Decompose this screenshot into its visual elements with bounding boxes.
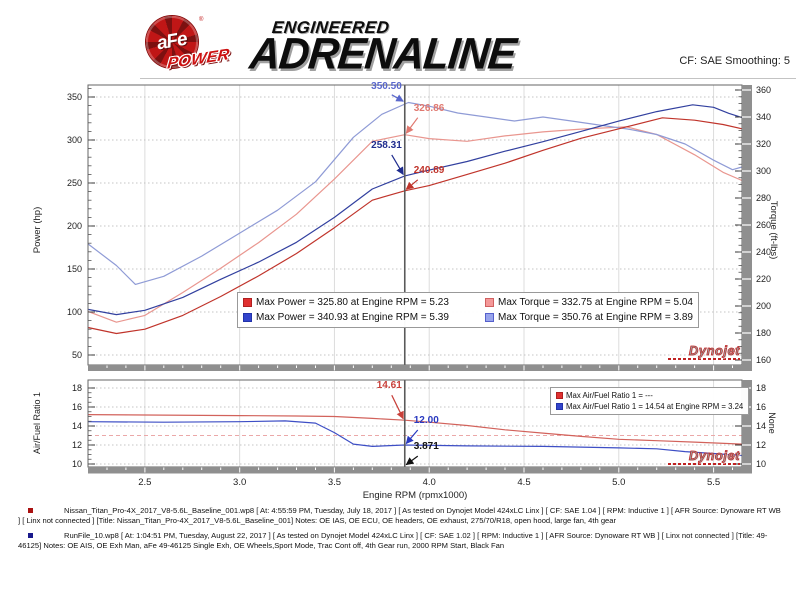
legend-item-max-power-run1: Max Power = 325.80 at Engine RPM = 5.23 <box>243 295 485 310</box>
afe-power-logo: aFe ® POWER <box>142 14 257 78</box>
legend-item-max-torque-run1: Max Torque = 332.75 at Engine RPM = 5.04 <box>485 295 693 310</box>
svg-text:200: 200 <box>756 301 771 311</box>
dynojet-logo: Dynojet <box>668 448 740 465</box>
svg-text:360: 360 <box>756 85 771 95</box>
legend-item-max-torque-run2: Max Torque = 350.76 at Engine RPM = 3.89 <box>485 310 693 325</box>
svg-text:260: 260 <box>756 220 771 230</box>
brand-title-adrenaline: ADRENALINE <box>247 28 518 79</box>
run1-bullet-icon <box>28 508 33 513</box>
registered-mark: ® <box>199 17 204 23</box>
legend-swatch-lightblue-icon <box>485 313 494 322</box>
svg-text:16: 16 <box>72 402 82 412</box>
svg-text:16: 16 <box>756 402 766 412</box>
legend-item-max-afr-run1: Max Air/Fuel Ratio 1 = --- <box>556 390 743 401</box>
svg-text:14: 14 <box>756 421 766 431</box>
annotation-240-89: 240.89 <box>413 164 445 176</box>
afe-logo-brand: aFe <box>155 28 189 55</box>
footer-run-2: RunFile_10.wp8 [ At: 1:04:51 PM, Tuesday… <box>18 531 768 550</box>
run2-bullet-icon <box>28 533 33 538</box>
svg-text:200: 200 <box>67 221 82 231</box>
svg-text:12: 12 <box>756 440 766 450</box>
svg-text:Torque (ft-lbs): Torque (ft-lbs) <box>768 201 779 260</box>
svg-text:150: 150 <box>67 264 82 274</box>
svg-text:Power (hp): Power (hp) <box>32 207 43 253</box>
dynojet-logo-strip <box>668 463 740 465</box>
svg-text:Engine RPM (rpmx1000): Engine RPM (rpmx1000) <box>363 490 468 501</box>
svg-text:4.0: 4.0 <box>423 477 436 488</box>
legend-item-max-power-run2: Max Power = 340.93 at Engine RPM = 5.39 <box>243 310 485 325</box>
svg-text:280: 280 <box>756 193 771 203</box>
svg-text:18: 18 <box>72 383 82 393</box>
svg-text:2.5: 2.5 <box>138 477 151 488</box>
dynojet-logo: Dynojet <box>668 343 740 360</box>
run-info-footer: Nissan_Titan_Pro-4X_2017_V8-5.6L_Baselin… <box>18 506 784 556</box>
legend-swatch-pink-icon <box>485 298 494 307</box>
svg-text:320: 320 <box>756 139 771 149</box>
power-torque-legend: Max Power = 325.80 at Engine RPM = 5.23 … <box>237 292 699 328</box>
legend-swatch-red-icon <box>243 298 252 307</box>
power-torque-chart: 50 100 150 200 250 300 350 160 180 200 220 240 260 28… <box>32 84 779 371</box>
svg-text:3.0: 3.0 <box>233 477 246 488</box>
annotation-258-31: 258.31 <box>371 139 402 151</box>
svg-text:50: 50 <box>72 350 82 360</box>
svg-text:350: 350 <box>67 92 82 102</box>
svg-text:220: 220 <box>756 274 771 284</box>
legend-swatch-blue-icon <box>243 313 252 322</box>
header-divider <box>140 78 796 79</box>
svg-text:300: 300 <box>67 135 82 145</box>
svg-text:4.5: 4.5 <box>517 477 530 488</box>
afr-legend: Max Air/Fuel Ratio 1 = --- Max Air/Fuel … <box>550 387 750 415</box>
footer-run-1: Nissan_Titan_Pro-4X_2017_V8-5.6L_Baselin… <box>18 506 781 525</box>
svg-text:12: 12 <box>72 440 82 450</box>
svg-text:5.0: 5.0 <box>612 477 625 488</box>
svg-text:100: 100 <box>67 307 82 317</box>
svg-text:240: 240 <box>756 247 771 257</box>
annotation-3-871: 3.871 <box>413 441 439 453</box>
annotation-14-61: 14.61 <box>376 380 402 392</box>
svg-text:18: 18 <box>756 383 766 393</box>
dynojet-logo-strip <box>668 358 740 360</box>
svg-text:340: 340 <box>756 112 771 122</box>
svg-text:180: 180 <box>756 328 771 338</box>
afe-logo-aperture-icon: aFe <box>146 16 198 68</box>
svg-text:250: 250 <box>67 178 82 188</box>
legend-swatch-blue-icon <box>556 403 563 410</box>
annotation-350-50: 350.50 <box>371 81 402 92</box>
svg-text:3.5: 3.5 <box>328 477 341 488</box>
svg-text:None: None <box>767 412 777 434</box>
annotation-326-86: 326.86 <box>413 102 445 114</box>
svg-text:10: 10 <box>72 459 82 469</box>
svg-text:160: 160 <box>756 355 771 365</box>
svg-text:10: 10 <box>756 459 766 469</box>
annotation-12-00: 12.00 <box>413 415 439 426</box>
cf-smoothing-label: CF: SAE Smoothing: 5 <box>679 55 790 67</box>
svg-text:Air/Fuel Ratio 1: Air/Fuel Ratio 1 <box>32 392 42 454</box>
svg-text:300: 300 <box>756 166 771 176</box>
legend-item-max-afr-run2: Max Air/Fuel Ratio 1 = 14.54 at Engine R… <box>556 401 743 412</box>
svg-text:5.5: 5.5 <box>707 477 720 488</box>
legend-swatch-red-icon <box>556 392 563 399</box>
svg-text:14: 14 <box>72 421 82 431</box>
